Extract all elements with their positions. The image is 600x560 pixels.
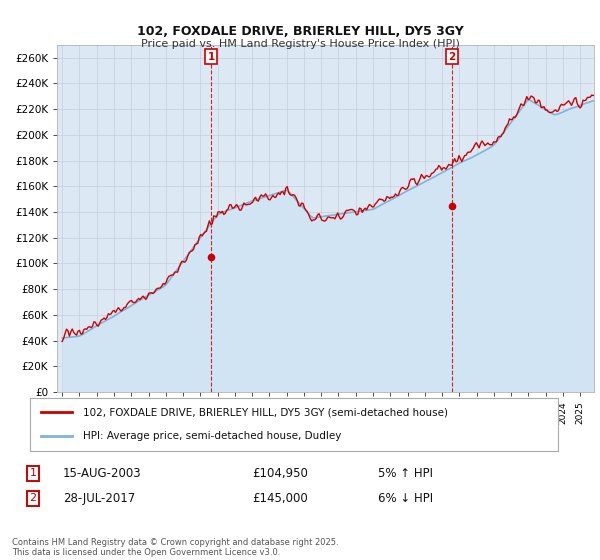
Text: 2: 2 — [29, 493, 37, 503]
Text: £104,950: £104,950 — [252, 466, 308, 480]
Text: 102, FOXDALE DRIVE, BRIERLEY HILL, DY5 3GY (semi-detached house): 102, FOXDALE DRIVE, BRIERLEY HILL, DY5 3… — [83, 408, 448, 418]
Text: 5% ↑ HPI: 5% ↑ HPI — [378, 466, 433, 480]
Text: £145,000: £145,000 — [252, 492, 308, 505]
Text: 1: 1 — [208, 52, 215, 62]
Text: 28-JUL-2017: 28-JUL-2017 — [63, 492, 135, 505]
Text: 6% ↓ HPI: 6% ↓ HPI — [378, 492, 433, 505]
Text: Price paid vs. HM Land Registry's House Price Index (HPI): Price paid vs. HM Land Registry's House … — [140, 39, 460, 49]
Text: 102, FOXDALE DRIVE, BRIERLEY HILL, DY5 3GY: 102, FOXDALE DRIVE, BRIERLEY HILL, DY5 3… — [137, 25, 463, 38]
Text: HPI: Average price, semi-detached house, Dudley: HPI: Average price, semi-detached house,… — [83, 431, 341, 441]
Text: 1: 1 — [29, 468, 37, 478]
Text: Contains HM Land Registry data © Crown copyright and database right 2025.
This d: Contains HM Land Registry data © Crown c… — [12, 538, 338, 557]
Text: 2: 2 — [448, 52, 455, 62]
Text: 15-AUG-2003: 15-AUG-2003 — [63, 466, 142, 480]
